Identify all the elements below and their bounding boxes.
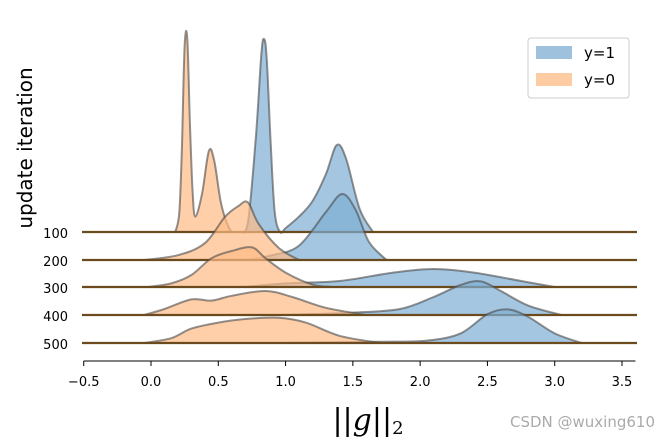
x-ticks: −0.5 0.0 0.5 1.0 1.5 2.0 2.5 3.0 3.5 [68, 361, 632, 390]
y-tick-label: 200 [43, 255, 68, 270]
x-tick-label: 1.0 [275, 375, 296, 390]
legend-label-y0: y=0 [584, 71, 615, 89]
density-area-y1-200 [82, 193, 637, 260]
x-tick-label: 2.0 [410, 375, 431, 390]
ridges [82, 29, 637, 345]
density-area-y1-300 [82, 269, 637, 287]
x-tick-label: 1.5 [343, 375, 364, 390]
x-tick-label: 0.5 [208, 375, 229, 390]
y-tick-label: 400 [43, 310, 68, 325]
density-outline-y0-200 [144, 200, 300, 261]
watermark: CSDN @wuxing610 [509, 413, 655, 431]
x-tick-label: 0.0 [141, 375, 162, 390]
legend-label-y1: y=1 [584, 44, 615, 62]
y-tick-label: 300 [43, 282, 68, 297]
density-area-y1-500 [82, 309, 637, 343]
x-axis: −0.5 0.0 0.5 1.0 1.5 2.0 2.5 3.0 3.5 [68, 360, 636, 390]
x-tick-label: 3.0 [544, 375, 565, 390]
y-tick-label: 100 [43, 227, 68, 242]
x-tick-label: 3.5 [612, 375, 633, 390]
density-area-y0-300 [82, 247, 637, 287]
ridge-row-400 [82, 280, 637, 317]
density-area-y0-200 [82, 201, 637, 260]
legend-swatch-y1 [536, 46, 572, 59]
density-area-y0-500 [82, 317, 637, 343]
density-outline-y0-300 [148, 246, 333, 288]
density-outline-y1-100 [239, 37, 374, 234]
density-outline-y0-500 [144, 316, 380, 344]
x-tick-label: −0.5 [68, 375, 100, 390]
ridge-row-500 [82, 308, 637, 345]
legend: y=1 y=0 [527, 37, 630, 99]
y-tick-labels: 100 200 300 400 500 [43, 227, 68, 353]
y-axis-label: update iteration [13, 67, 37, 228]
y-tick-label: 500 [43, 338, 68, 353]
x-axis-label: ||g||2 [332, 403, 403, 439]
ridge-row-300 [82, 246, 637, 289]
legend-swatch-y0 [536, 73, 572, 86]
ridge-row-200 [82, 193, 637, 262]
density-outline-y1-500 [285, 308, 582, 344]
x-tick-label: 2.5 [477, 375, 498, 390]
density-outline-y0-100 [174, 29, 235, 233]
density-outline-y0-400 [144, 289, 367, 316]
density-area-y0-400 [82, 290, 637, 315]
density-outline-y1-400 [285, 280, 562, 316]
